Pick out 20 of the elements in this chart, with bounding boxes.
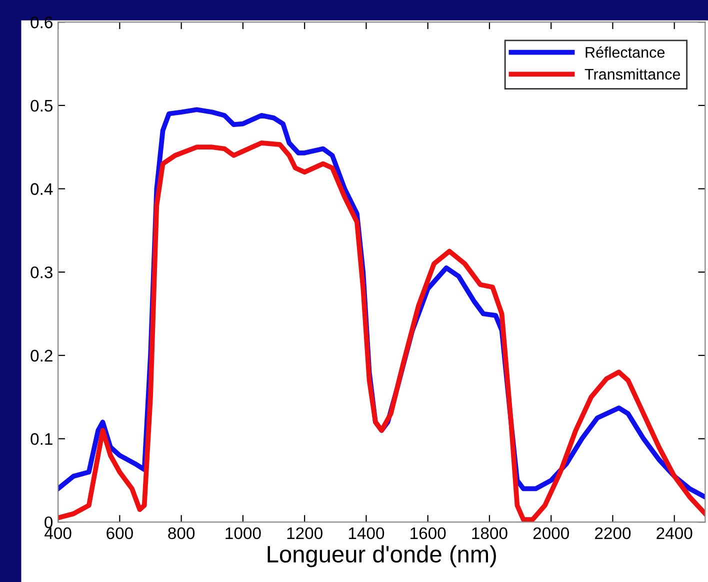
x-axis-title: Longueur d'onde (nm) bbox=[268, 545, 496, 568]
legend-label: Transmittance bbox=[584, 68, 680, 80]
x-tick-label: 2000 bbox=[533, 527, 569, 540]
x-tick-label: 800 bbox=[168, 527, 195, 540]
y-tick-label: 0.4 bbox=[30, 183, 53, 195]
y-tick-label: 0.5 bbox=[30, 100, 52, 112]
y-tick-label: 0.1 bbox=[30, 433, 52, 445]
x-tick-label: 600 bbox=[106, 527, 133, 540]
x-tick-label: 400 bbox=[44, 527, 72, 540]
x-tick-label: 1400 bbox=[348, 527, 384, 540]
y-tick-label: 0.3 bbox=[30, 266, 52, 278]
y-tick-label: 0.2 bbox=[30, 350, 52, 362]
x-tick-label: 1200 bbox=[287, 527, 322, 540]
x-tick-label: 2400 bbox=[656, 527, 692, 540]
legend-label: Réflectance bbox=[586, 46, 665, 58]
x-tick-label: 2200 bbox=[595, 527, 631, 540]
x-tick-label: 1800 bbox=[472, 527, 508, 540]
y-tick-label: 0 bbox=[44, 516, 53, 528]
x-tick-label: 1000 bbox=[226, 527, 261, 540]
x-tick-label: 1600 bbox=[410, 527, 446, 540]
